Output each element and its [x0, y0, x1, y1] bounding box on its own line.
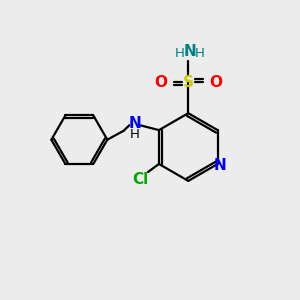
Text: H: H — [175, 47, 184, 60]
Text: O: O — [154, 75, 167, 90]
Text: N: N — [184, 44, 197, 59]
Text: N: N — [214, 158, 226, 173]
Text: N: N — [128, 116, 141, 131]
Text: Cl: Cl — [132, 172, 148, 187]
Text: S: S — [183, 75, 194, 90]
Text: O: O — [209, 75, 223, 90]
Text: H: H — [130, 128, 140, 141]
Text: H: H — [194, 47, 204, 60]
